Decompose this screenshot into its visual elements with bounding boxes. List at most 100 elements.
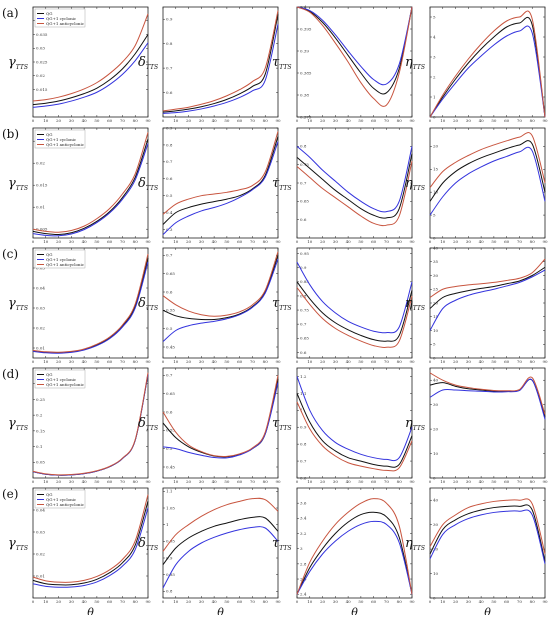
x-tick-label: 0 (32, 118, 35, 123)
plot-frame (429, 247, 546, 359)
plot-frame (162, 247, 279, 359)
y-tick-label: 10 (433, 451, 439, 456)
series-line-anticyclonic (429, 10, 546, 118)
legend-box (34, 489, 86, 509)
series-line-QG (32, 34, 149, 106)
series-line-anticyclonic (162, 10, 279, 112)
series-line-QG (296, 393, 413, 468)
y-tick-label: 0.6 (300, 350, 307, 355)
x-tick-label: 20 (320, 239, 326, 244)
y-tick-label: 0.85 (300, 279, 309, 284)
y-axis-label: τTTS (272, 416, 291, 432)
x-tick-label: 50 (491, 599, 497, 604)
y-axis-label: ηTTS (405, 55, 425, 71)
x-tick-label: 50 (94, 479, 100, 484)
x-tick-label: 80 (133, 599, 139, 604)
y-tick-label: 0.6 (300, 217, 307, 222)
x-tick-label: 70 (120, 359, 126, 364)
x-tick-label: 30 (199, 599, 205, 604)
x-tick-label: 70 (250, 118, 256, 123)
plot-frame (296, 6, 413, 118)
x-tick-label: 40 (346, 599, 352, 604)
x-tick-label: 10 (440, 239, 446, 244)
y-tick-label: 0.5 (166, 446, 173, 451)
y-tick-label: 1.1 (166, 489, 172, 494)
x-tick-label: 20 (453, 359, 459, 364)
x-tick-label: 60 (237, 239, 243, 244)
y-axis-label: δTTS (138, 55, 158, 71)
x-tick-label: 0 (296, 479, 299, 484)
x-tick-label: 60 (371, 239, 377, 244)
legend-entry: QG (46, 132, 52, 137)
y-label-symbol: τ (272, 416, 280, 431)
y-tick-label: 0.38 (300, 92, 309, 97)
y-label-subscript: TTS (146, 425, 158, 432)
y-tick-label: 3.2 (300, 531, 307, 536)
x-axis-label: θ (87, 606, 94, 615)
x-tick-label: 10 (43, 118, 49, 123)
y-label-symbol: γ (8, 416, 16, 431)
y-tick-label: 0.7 (300, 322, 307, 327)
series-line-QG (162, 14, 279, 113)
y-axis-label: τTTS (272, 296, 291, 312)
legend-entry: QG (46, 252, 52, 257)
x-tick-label: 90 (409, 479, 415, 484)
y-label-symbol: η (405, 296, 413, 311)
x-tick-label: 60 (107, 479, 113, 484)
series-line-QG (162, 136, 279, 225)
x-tick-label: 10 (440, 118, 446, 123)
x-tick-label: 20 (453, 479, 459, 484)
plot-frame (429, 487, 546, 599)
y-label-symbol: δ (138, 296, 146, 311)
legend-box (34, 369, 86, 389)
y-tick-label: 0.6 (166, 409, 173, 414)
x-tick-label: 40 (82, 479, 88, 484)
x-tick-label: 90 (542, 599, 548, 604)
x-tick-label: 40 (479, 118, 485, 123)
legend-entry: QG+1 anticyclonic (46, 142, 85, 147)
x-tick-label: 0 (162, 359, 165, 364)
x-tick-label: 0 (429, 599, 432, 604)
x-tick-label: 80 (263, 118, 269, 123)
x-tick-label: 50 (491, 118, 497, 123)
x-tick-label: 90 (145, 118, 151, 123)
y-tick-label: 1 (433, 94, 436, 99)
series-line-cyclonic (429, 378, 546, 420)
x-tick-label: 10 (307, 359, 313, 364)
y-tick-label: 0.9 (300, 425, 307, 430)
x-tick-label: 10 (43, 599, 49, 604)
x-tick-label: 50 (94, 118, 100, 123)
y-tick-label: 5 (433, 212, 436, 217)
x-tick-label: 50 (224, 479, 230, 484)
x-tick-label: 40 (212, 359, 218, 364)
x-tick-label: 90 (542, 359, 548, 364)
y-tick-label: 1.05 (166, 505, 175, 510)
y-tick-label: 0.7 (166, 253, 173, 258)
plot-frame (162, 367, 279, 479)
y-tick-label: 35 (433, 259, 439, 264)
y-tick-label: 2 (433, 74, 436, 79)
row-label: (e) (2, 487, 18, 501)
series-line-anticyclonic (32, 253, 149, 353)
y-tick-label: 0.035 (36, 32, 48, 37)
x-tick-label: 70 (250, 599, 256, 604)
y-axis-label: ηTTS (405, 536, 425, 552)
x-tick-label: 30 (466, 118, 472, 123)
x-tick-label: 0 (162, 239, 165, 244)
series-line-cyclonic (32, 42, 149, 108)
row-label: (d) (2, 367, 19, 381)
x-tick-label: 30 (199, 239, 205, 244)
y-axis-label: ηTTS (405, 176, 425, 192)
panel-e-4: 0 10 20 30 40 50 60 70 80 90 0 10 20 30 40 ηTTS θ (405, 487, 548, 619)
series-line-anticyclonic (32, 494, 149, 583)
y-tick-label: 20 (433, 427, 439, 432)
y-tick-label: 20 (433, 547, 439, 552)
x-tick-label: 60 (237, 479, 243, 484)
y-tick-label: 0.6 (166, 176, 173, 181)
x-tick-label: 0 (162, 479, 165, 484)
x-tick-label: 20 (56, 599, 62, 604)
x-tick-label: 90 (145, 599, 151, 604)
